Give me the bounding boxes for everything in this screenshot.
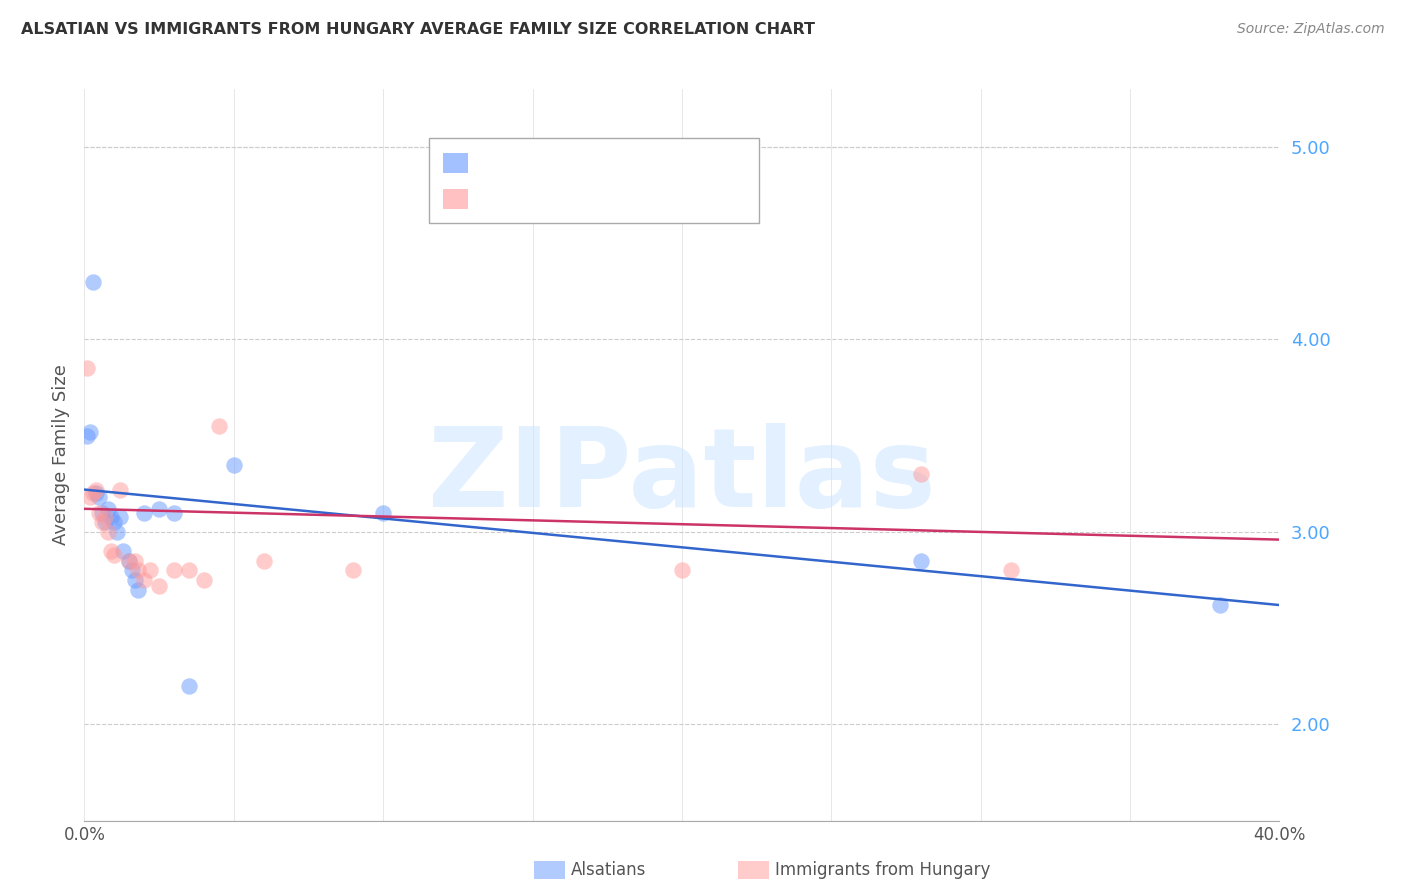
Point (103, 548, 125, 562)
Point (118, 554, 141, 568)
Point (76, 428, 98, 442)
Text: ALSATIAN VS IMMIGRANTS FROM HUNGARY AVERAGE FAMILY SIZE CORRELATION CHART: ALSATIAN VS IMMIGRANTS FROM HUNGARY AVER… (21, 22, 815, 37)
Text: ZIPatlas: ZIPatlas (427, 424, 936, 531)
Point (253, 554, 276, 568)
Point (342, 563, 364, 577)
Point (110, 483, 132, 497)
Point (91, 516, 114, 530)
Point (177, 679, 200, 693)
Text: Source: ZipAtlas.com: Source: ZipAtlas.com (1237, 22, 1385, 37)
Point (82, 486, 104, 500)
Point (103, 516, 125, 530)
Text: Alsatians: Alsatians (571, 861, 647, 879)
Point (86, 483, 108, 497)
Point (79, 425, 101, 439)
Point (76, 361, 98, 376)
Point (97, 524, 120, 539)
Text: N =: N = (619, 190, 655, 208)
Point (121, 563, 143, 577)
Point (110, 509, 132, 524)
Point (1000, 563, 1022, 577)
Point (127, 582, 149, 597)
Point (671, 563, 693, 577)
Text: -0.160: -0.160 (524, 154, 578, 172)
Point (1209, 598, 1232, 612)
Text: R =: R = (478, 190, 515, 208)
Text: N =: N = (619, 154, 655, 172)
Point (94, 509, 117, 524)
Point (208, 419, 231, 434)
Point (193, 573, 215, 587)
Point (105, 524, 128, 539)
Text: -0.080: -0.080 (524, 190, 578, 208)
Point (97, 501, 120, 516)
Point (112, 544, 135, 558)
Point (100, 509, 122, 524)
Point (148, 501, 170, 516)
Point (163, 563, 186, 577)
Y-axis label: Average Family Size: Average Family Size (52, 365, 70, 545)
Point (94, 516, 117, 530)
Point (139, 563, 162, 577)
Point (177, 563, 200, 577)
Point (79, 490, 101, 504)
Point (86, 486, 108, 500)
Text: 25: 25 (661, 154, 682, 172)
Point (91, 506, 114, 520)
Text: R =: R = (478, 154, 515, 172)
Point (132, 506, 156, 520)
Point (163, 506, 186, 520)
Point (100, 544, 122, 558)
Point (910, 554, 932, 568)
Point (124, 554, 146, 568)
Text: Immigrants from Hungary: Immigrants from Hungary (775, 861, 990, 879)
Point (124, 573, 146, 587)
Point (89, 506, 111, 520)
Point (910, 467, 932, 482)
Point (132, 573, 156, 587)
Point (148, 579, 170, 593)
Point (127, 563, 149, 577)
Point (222, 458, 245, 472)
Point (89, 490, 111, 504)
Point (373, 506, 395, 520)
Point (118, 554, 141, 568)
Point (82, 275, 104, 289)
Text: 26: 26 (661, 190, 682, 208)
